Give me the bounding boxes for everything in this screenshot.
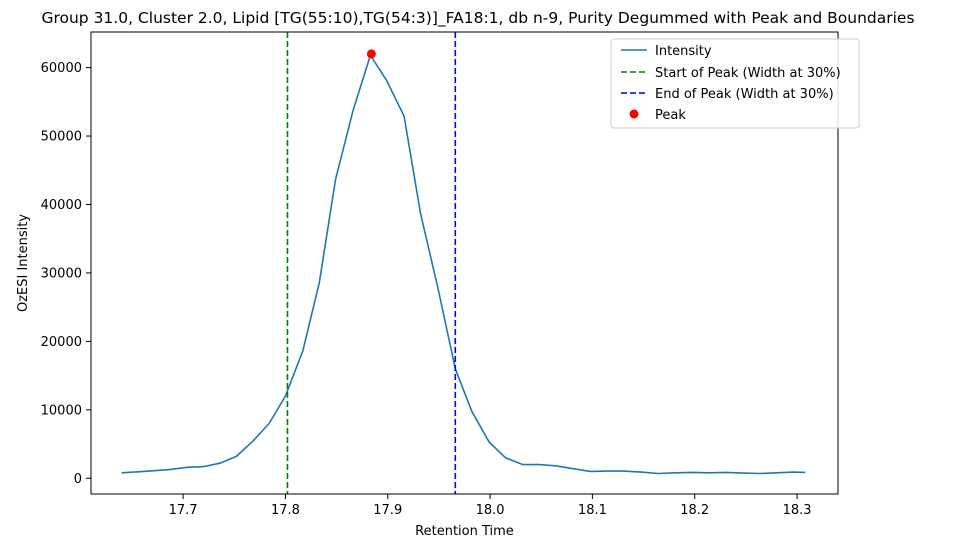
x-tick-label: 17.7 [169,503,198,518]
y-tick-label: 10000 [41,403,82,418]
y-axis-label: OzESI Intensity [16,214,31,312]
y-axis-ticks: 0 10000 20000 30000 40000 50000 60000 [41,61,91,487]
y-tick-label: 60000 [41,61,82,76]
x-tick-label: 17.9 [373,503,402,518]
legend: Intensity Start of Peak (Width at 30%) E… [610,38,860,129]
x-tick-label: 18.0 [476,503,505,518]
y-tick-label: 0 [74,472,82,487]
y-tick-label: 30000 [41,266,82,281]
plot-frame [90,31,839,495]
legend-start-peak-label: Start of Peak (Width at 30%) [655,66,841,81]
legend-intensity-label: Intensity [655,44,712,59]
chart-title: Group 31.0, Cluster 2.0, Lipid [TG(55:10… [41,9,914,28]
y-tick-label: 20000 [41,335,82,350]
x-tick-label: 17.8 [271,503,300,518]
legend-peak-swatch [629,109,639,119]
peak-marker [366,49,376,59]
x-tick-label: 18.3 [783,503,812,518]
series-layer [121,32,806,494]
x-tick-label: 18.1 [578,503,607,518]
y-tick-label: 40000 [41,198,82,213]
x-tick-label: 18.2 [680,503,709,518]
y-tick-label: 50000 [41,130,82,145]
legend-peak-label: Peak [655,108,686,123]
legend-box [610,38,860,129]
x-axis-ticks: 17.7 17.8 17.9 18.0 18.1 18.2 18.3 [169,494,812,518]
legend-end-peak-label: End of Peak (Width at 30%) [655,87,834,102]
series-line-intensity [121,54,806,475]
x-axis-label: Retention Time [415,524,514,539]
